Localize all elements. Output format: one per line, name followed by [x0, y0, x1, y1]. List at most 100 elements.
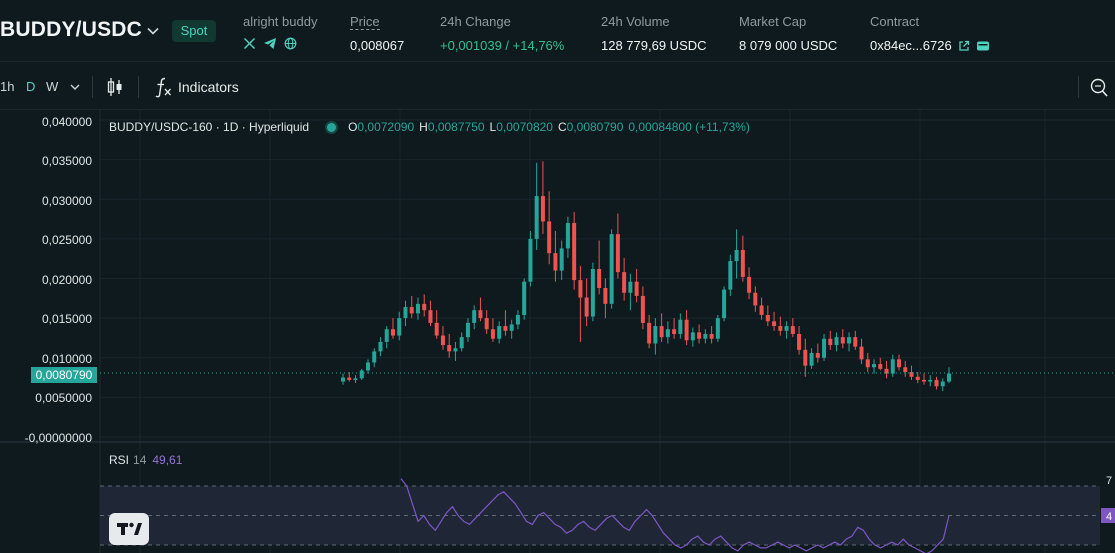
chart-legend: BUDDY/USDC-160 · 1D · Hyperliquid O 0,00… [109, 120, 755, 134]
tradingview-icon [117, 522, 142, 535]
candle-body [709, 333, 714, 339]
pair-selector[interactable]: BUDDY/USDC [0, 18, 143, 41]
candle-body [659, 326, 664, 338]
candle-body [547, 221, 552, 254]
candle-body [778, 326, 783, 331]
toolbar-divider [1078, 76, 1079, 98]
candle-body [590, 268, 595, 317]
rsi-value-tag [1101, 508, 1115, 523]
legend-change: 0,00084800 (+11,73%) [628, 120, 750, 134]
legend-high-label: H [419, 120, 428, 134]
candle-body [765, 314, 770, 322]
price-axis-label: 0,040000 [41, 115, 92, 129]
toolbar-divider [138, 76, 139, 98]
candle-body [865, 359, 870, 368]
candle-body [678, 319, 683, 334]
candle-body [815, 352, 820, 358]
legend-low-value: 0,0070820 [496, 120, 553, 134]
candle-body [440, 335, 445, 346]
contract-address[interactable]: 0x84ec...6726 [870, 38, 952, 53]
candle-body [947, 373, 951, 382]
external-link-icon[interactable] [958, 40, 970, 52]
candle-body [378, 341, 383, 352]
legend-open-value: 0,0072090 [357, 120, 415, 134]
candle-body [597, 268, 602, 289]
candle-body [840, 337, 845, 344]
market-cap-stat: Market Cap 8 079 000 USDC [739, 14, 837, 53]
legend-high-value: 0,0087750 [427, 120, 485, 134]
candle-body [384, 329, 389, 342]
candle-body [897, 359, 902, 368]
candle-body [528, 238, 533, 282]
candle-body [884, 368, 889, 374]
candle-body [747, 276, 752, 293]
candle-body [890, 359, 895, 374]
price-axis-label: 0,035000 [41, 154, 92, 168]
rsi-name: RSI [109, 453, 130, 467]
price-axis-label: 0,025000 [41, 233, 92, 247]
candle-body [872, 364, 877, 368]
candle-body [515, 314, 520, 325]
rsi-period: 14 [133, 453, 147, 467]
candle-body [740, 249, 745, 277]
legend-symbol: BUDDY/USDC-160 · 1D · Hyperliquid [109, 120, 310, 134]
chevron-down-icon[interactable] [69, 82, 81, 92]
indicators-button[interactable]: Indicators [178, 79, 239, 95]
candle-body [409, 307, 414, 314]
candle-body [503, 326, 508, 331]
tradingview-logo[interactable] [109, 513, 149, 545]
candle-body [753, 292, 758, 306]
candle-body [672, 329, 677, 334]
function-icon[interactable] [153, 76, 173, 98]
volume-value: 128 779,69 USDC [601, 38, 707, 53]
candle-body [509, 324, 514, 331]
candle-body [759, 305, 764, 315]
market-cap-value: 8 079 000 USDC [739, 38, 838, 53]
rsi-line [400, 478, 950, 553]
candle-body [347, 377, 352, 380]
candle-body [615, 234, 620, 273]
globe-icon[interactable] [284, 37, 297, 50]
token-info: alright buddy [243, 14, 317, 50]
candle-body [628, 281, 633, 293]
timeframe-1h[interactable]: 1h [0, 79, 15, 94]
x-icon[interactable] [243, 37, 256, 50]
candle-body [534, 196, 539, 239]
market-cap-label: Market Cap [739, 14, 807, 29]
wallet-icon[interactable] [976, 40, 990, 52]
candle-body [878, 364, 883, 369]
candle-body [553, 253, 558, 271]
candle-body [472, 310, 477, 323]
candle-body [647, 322, 652, 344]
timeframe-w[interactable]: W [46, 79, 59, 94]
candle-body [859, 346, 864, 360]
candle-body [497, 326, 502, 339]
candles-icon[interactable] [106, 76, 124, 98]
zoom-icon[interactable] [1087, 77, 1109, 99]
candle-body [341, 377, 345, 382]
candle-body [478, 310, 483, 319]
candle-body [422, 303, 427, 311]
legend-close-value: 0,0080790 [566, 120, 624, 134]
candle-body [728, 261, 733, 290]
contract-stat: Contract 0x84ec...6726 [870, 14, 990, 53]
candle-body [640, 295, 645, 323]
candle-body [734, 249, 739, 262]
chevron-down-icon[interactable] [146, 24, 160, 38]
candle-body [809, 352, 814, 366]
candle-body [822, 338, 827, 358]
candle-body [940, 381, 945, 387]
candle-body [909, 372, 914, 377]
market-header: BUDDY/USDC Spot alright buddy Price 0,00… [0, 0, 1115, 62]
candle-body [697, 332, 702, 339]
chart-canvas[interactable]: 74 [0, 110, 1115, 553]
candle-body [715, 318, 720, 339]
candle-body [447, 345, 452, 352]
candle-body [903, 367, 908, 373]
telegram-icon[interactable] [263, 37, 277, 50]
candle-body [834, 337, 839, 346]
timeframe-d[interactable]: D [26, 79, 36, 94]
candle-body [434, 322, 439, 336]
candle-body [403, 307, 408, 319]
